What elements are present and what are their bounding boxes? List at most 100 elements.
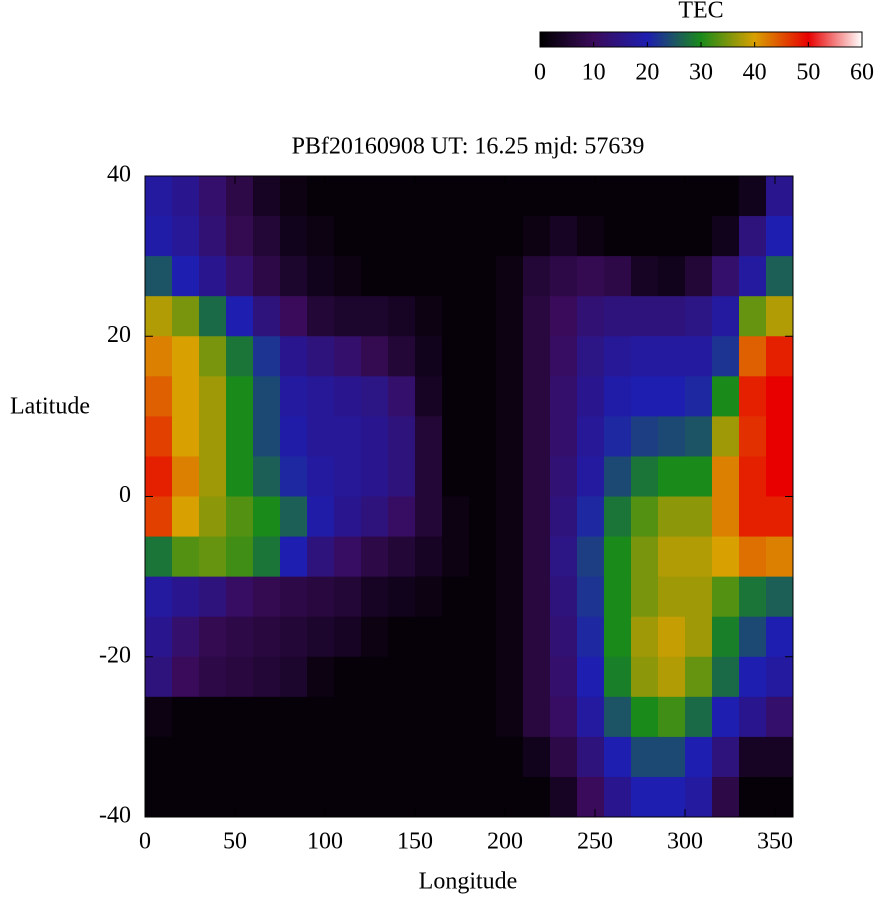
heatmap-cell (469, 696, 497, 738)
heatmap-cell (361, 616, 389, 658)
heatmap-cell (334, 696, 362, 738)
heatmap-cell (415, 576, 443, 618)
heatmap-cell (361, 296, 389, 337)
heatmap-cell (334, 656, 362, 698)
heatmap-cell (712, 536, 740, 578)
heatmap-cell (631, 296, 659, 337)
heatmap-cell (550, 176, 578, 217)
heatmap-cell (253, 336, 281, 377)
heatmap-cell (658, 376, 686, 417)
heatmap-cell (442, 176, 470, 217)
heatmap-cell (442, 496, 470, 538)
heatmap-cell (496, 456, 524, 497)
heatmap-cell (442, 576, 470, 618)
heatmap-cell (172, 456, 200, 497)
heatmap-cell (631, 776, 659, 818)
heatmap-cell (550, 376, 578, 417)
x-tick-label: 200 (487, 829, 523, 855)
heatmap-cell (199, 376, 227, 417)
heatmap-cell (307, 736, 335, 778)
x-tick-label: 350 (757, 829, 793, 855)
heatmap-cell (334, 576, 362, 618)
heatmap-cell (577, 376, 605, 417)
heatmap-cell (442, 536, 470, 578)
heatmap-cell (658, 776, 686, 818)
heatmap-cell (577, 296, 605, 337)
heatmap-cell (739, 776, 767, 818)
heatmap-cell (685, 616, 713, 658)
heatmap-cell (415, 496, 443, 538)
heatmap-cell (631, 696, 659, 738)
heatmap-cell (469, 176, 497, 217)
heatmap-cell (496, 416, 524, 457)
heatmap-cell (496, 736, 524, 778)
heatmap-cell (604, 176, 632, 217)
heatmap-cell (739, 576, 767, 618)
heatmap-cell (361, 656, 389, 698)
heatmap-cell (523, 696, 551, 738)
heatmap-cell (523, 656, 551, 698)
heatmap-cell (496, 296, 524, 337)
heatmap-cell (523, 376, 551, 417)
heatmap-cell (631, 656, 659, 698)
y-tick-label: -40 (99, 803, 131, 829)
heatmap-cell (712, 296, 740, 337)
heatmap-cell (145, 216, 173, 257)
heatmap-cell (388, 736, 416, 778)
heatmap-cell (550, 576, 578, 618)
heatmap-cell (280, 376, 308, 417)
heatmap-cell (334, 256, 362, 297)
heatmap-cell (469, 216, 497, 257)
x-tick-label: 300 (667, 829, 703, 855)
colorbar-tick-label: 10 (582, 60, 606, 86)
heatmap-cell (442, 416, 470, 457)
heatmap-cell (172, 736, 200, 778)
heatmap-cell (253, 176, 281, 217)
heatmap-cell (199, 296, 227, 337)
heatmap-cell (361, 736, 389, 778)
heatmap-cell (172, 696, 200, 738)
heatmap-cell (631, 416, 659, 457)
heatmap-cell (388, 536, 416, 578)
heatmap-cell (766, 736, 794, 778)
heatmap-cell (739, 296, 767, 337)
heatmap-cell (550, 736, 578, 778)
heatmap-cell (685, 256, 713, 297)
heatmap-cell (307, 696, 335, 738)
heatmap-cell (280, 416, 308, 457)
heatmap-cell (334, 216, 362, 257)
heatmap-cell (469, 376, 497, 417)
heatmap-cell (496, 616, 524, 658)
heatmap-cell (253, 456, 281, 497)
heatmap-cell (307, 416, 335, 457)
heatmap-cell (523, 296, 551, 337)
heatmap-cell (361, 496, 389, 538)
heatmap-cell (604, 336, 632, 377)
heatmap-cell (550, 696, 578, 738)
heatmap-cell (550, 456, 578, 497)
heatmap-cell (226, 216, 254, 257)
heatmap-cell (496, 496, 524, 538)
heatmap-cell (658, 496, 686, 538)
heatmap-cell (712, 496, 740, 538)
heatmap-cell (523, 256, 551, 297)
heatmap-cell (388, 256, 416, 297)
heatmap-cell (253, 216, 281, 257)
heatmap-cell (199, 696, 227, 738)
x-axis-label: Longitude (419, 869, 518, 895)
heatmap-cell (685, 656, 713, 698)
heatmap-cell (280, 576, 308, 618)
y-tick-label: -20 (99, 642, 131, 668)
heatmap-cell (442, 336, 470, 377)
heatmap-cell (307, 616, 335, 658)
x-tick-label: 150 (397, 829, 433, 855)
heatmap-cell (685, 176, 713, 217)
heatmap-cell (712, 776, 740, 818)
heatmap-cell (334, 776, 362, 818)
heatmap-cell (388, 176, 416, 217)
heatmap-cell (604, 536, 632, 578)
heatmap-cell (550, 496, 578, 538)
heatmap-cell (604, 616, 632, 658)
heatmap-cell (658, 616, 686, 658)
heatmap-cell (631, 736, 659, 778)
